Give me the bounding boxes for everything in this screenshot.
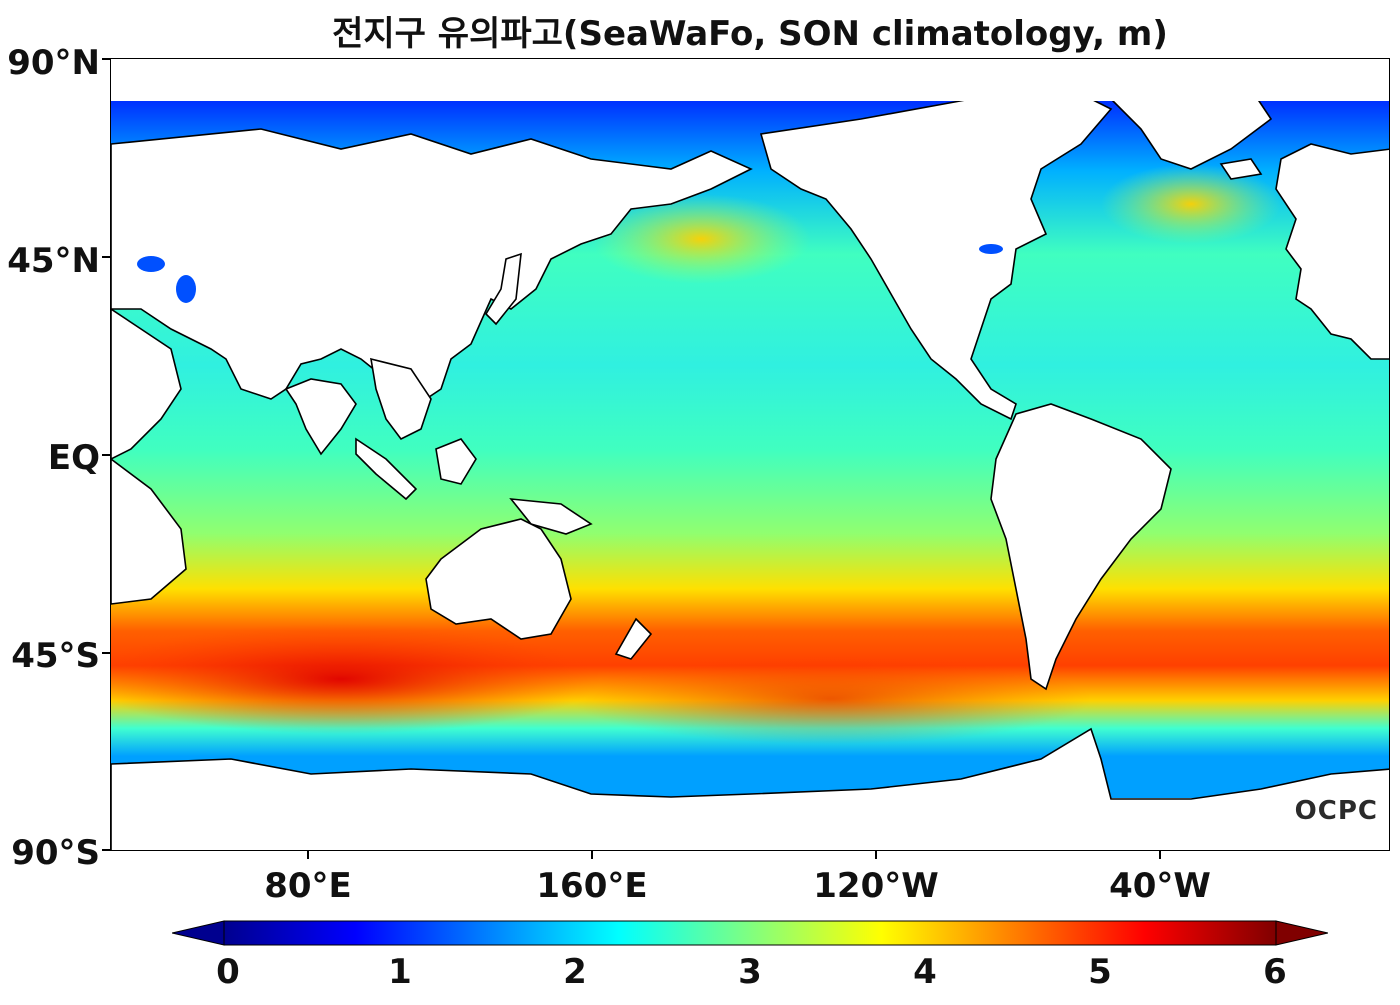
colorbar-extend-max — [1275, 920, 1328, 946]
colorbar-label-1: 1 — [388, 952, 412, 992]
lon-tick — [307, 851, 309, 859]
arctic-cap — [111, 59, 1389, 101]
lon-tick — [591, 851, 593, 859]
lat-tick — [102, 256, 110, 258]
map-canvas — [111, 59, 1389, 850]
south-america — [990, 403, 1172, 691]
new-guinea — [509, 498, 593, 535]
indochina — [370, 357, 432, 441]
colorbar-label-2: 2 — [563, 952, 587, 992]
lat-label-45n: 45°N — [7, 241, 100, 281]
north-america — [759, 88, 1113, 421]
colorbar — [172, 920, 1328, 946]
colorbar-label-6: 6 — [1263, 952, 1287, 992]
colorbar-label-4: 4 — [913, 952, 937, 992]
europe — [1275, 143, 1389, 360]
lat-label-90n: 90°N — [7, 43, 100, 83]
south-pacific-max — [571, 654, 1091, 744]
sumatra — [355, 437, 418, 501]
map-title: 전지구 유의파고(SeaWaFo, SON climatology, m) — [332, 14, 1168, 54]
colorbar-label-3: 3 — [738, 952, 762, 992]
colorbar-gradient — [223, 920, 1277, 946]
inland-water — [137, 244, 1003, 303]
colorbar-label-0: 0 — [216, 952, 240, 992]
iceland — [1219, 158, 1263, 180]
wave-height-map — [110, 58, 1390, 851]
india — [284, 378, 357, 456]
lat-label-90s: 90°S — [11, 833, 100, 873]
lat-tick — [102, 652, 110, 654]
lat-tick — [102, 58, 110, 60]
lon-label-160e: 160°E — [536, 866, 648, 906]
north-atlantic-max — [1101, 164, 1281, 244]
lat-tick — [102, 849, 110, 851]
lon-label-120w: 120°W — [813, 866, 939, 906]
colorbar-label-5: 5 — [1088, 952, 1112, 992]
new-zealand — [614, 617, 653, 660]
colorbar-extend-min — [172, 920, 225, 946]
africa-south — [111, 458, 187, 605]
lon-label-80e: 80°E — [264, 866, 352, 906]
north-pacific-max — [591, 194, 811, 284]
land — [111, 59, 1389, 850]
lon-tick — [875, 851, 877, 859]
lat-label-eq: EQ — [47, 438, 100, 478]
lon-label-40w: 40°W — [1109, 866, 1211, 906]
eurasia — [111, 128, 753, 410]
borneo — [435, 438, 477, 485]
japan — [484, 252, 522, 326]
ocpc-logo: OCPC — [1294, 796, 1378, 826]
antarctica — [111, 727, 1389, 850]
africa-east — [111, 308, 182, 460]
southern-ocean-max — [111, 624, 601, 734]
lon-tick — [1159, 851, 1161, 859]
lat-label-45s: 45°S — [11, 636, 100, 676]
lat-tick — [102, 454, 110, 456]
australia — [425, 518, 572, 640]
